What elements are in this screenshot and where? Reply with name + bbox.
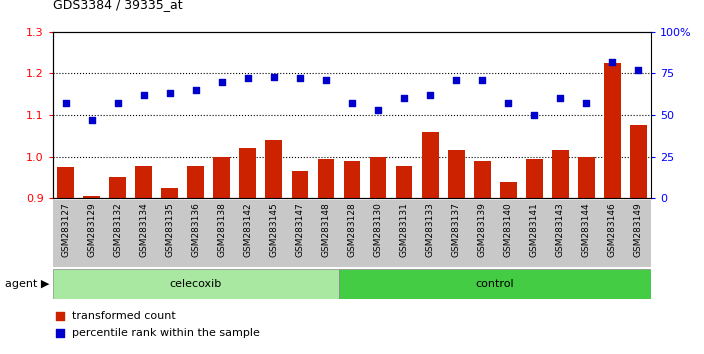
Text: GSM283141: GSM283141 xyxy=(529,202,539,257)
Text: GSM283134: GSM283134 xyxy=(139,202,149,257)
Point xyxy=(555,96,566,101)
Text: GSM283135: GSM283135 xyxy=(165,202,175,257)
Text: GSM283144: GSM283144 xyxy=(582,202,591,257)
Text: GSM283139: GSM283139 xyxy=(477,202,486,257)
Point xyxy=(372,107,384,113)
Point xyxy=(138,92,149,98)
Point xyxy=(398,96,410,101)
Point xyxy=(242,76,253,81)
Bar xyxy=(83,196,100,354)
Bar xyxy=(265,140,282,354)
Text: GSM283131: GSM283131 xyxy=(400,202,408,257)
Bar xyxy=(552,150,569,354)
Text: GSM283142: GSM283142 xyxy=(244,202,253,257)
Bar xyxy=(109,177,126,354)
Point xyxy=(607,59,618,65)
Text: GSM283137: GSM283137 xyxy=(451,202,460,257)
Point xyxy=(112,101,123,106)
Bar xyxy=(422,132,439,354)
Bar xyxy=(187,166,204,354)
Point xyxy=(477,77,488,83)
Point xyxy=(294,76,306,81)
Text: agent ▶: agent ▶ xyxy=(5,279,49,289)
Point xyxy=(451,77,462,83)
Bar xyxy=(448,150,465,354)
Bar xyxy=(344,161,360,354)
Text: GSM283136: GSM283136 xyxy=(191,202,201,257)
Text: GSM283133: GSM283133 xyxy=(425,202,434,257)
Text: celecoxib: celecoxib xyxy=(170,279,222,289)
Point xyxy=(230,104,241,109)
Point xyxy=(320,77,332,83)
Bar xyxy=(396,166,413,354)
Text: GSM283130: GSM283130 xyxy=(374,202,382,257)
Text: transformed count: transformed count xyxy=(72,311,176,321)
Bar xyxy=(604,63,621,354)
Point xyxy=(346,101,358,106)
Bar xyxy=(370,157,386,354)
Text: GSM283129: GSM283129 xyxy=(87,202,96,257)
Bar xyxy=(213,157,230,354)
Point xyxy=(529,112,540,118)
Bar xyxy=(526,159,543,354)
Text: control: control xyxy=(476,279,515,289)
Point xyxy=(190,87,201,93)
Point xyxy=(268,74,279,80)
Text: GSM283138: GSM283138 xyxy=(218,202,227,257)
Point xyxy=(503,101,514,106)
Bar xyxy=(135,166,152,354)
Point xyxy=(216,79,227,85)
Text: GSM283140: GSM283140 xyxy=(503,202,513,257)
Bar xyxy=(291,171,308,354)
Point xyxy=(164,91,175,96)
Bar xyxy=(339,269,651,299)
Bar xyxy=(500,182,517,354)
Point xyxy=(633,67,644,73)
Text: GSM283143: GSM283143 xyxy=(555,202,565,257)
Bar xyxy=(474,161,491,354)
Bar xyxy=(53,269,339,299)
Bar xyxy=(161,188,178,354)
Bar xyxy=(630,125,647,354)
Text: GSM283127: GSM283127 xyxy=(61,202,70,257)
Text: GSM283146: GSM283146 xyxy=(608,202,617,257)
Text: GDS3384 / 39335_at: GDS3384 / 39335_at xyxy=(53,0,182,11)
Point xyxy=(60,101,71,106)
Point xyxy=(86,117,97,123)
Point xyxy=(425,92,436,98)
Text: GSM283132: GSM283132 xyxy=(113,202,122,257)
Bar xyxy=(57,167,74,354)
Text: GSM283128: GSM283128 xyxy=(348,202,356,257)
Point xyxy=(230,263,241,269)
Text: GSM283145: GSM283145 xyxy=(270,202,279,257)
Point xyxy=(581,101,592,106)
Bar xyxy=(239,148,256,354)
Text: GSM283147: GSM283147 xyxy=(296,202,304,257)
Bar xyxy=(578,157,595,354)
Text: percentile rank within the sample: percentile rank within the sample xyxy=(72,329,260,338)
Text: GSM283148: GSM283148 xyxy=(322,202,330,257)
Text: GSM283149: GSM283149 xyxy=(634,202,643,257)
Bar xyxy=(318,159,334,354)
